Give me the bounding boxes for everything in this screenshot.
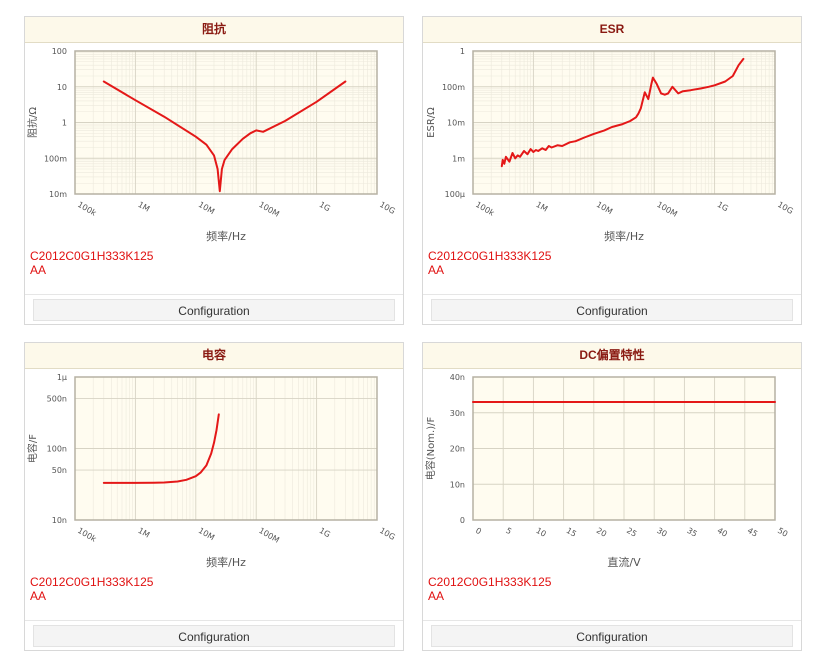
x-tick-label: 1M [534, 200, 549, 214]
x-tick-label: 10M [197, 200, 216, 216]
y-axis-label: 电容/F [26, 434, 39, 463]
x-tick-label: 1M [136, 200, 151, 214]
legend-part-number: C2012C0G1H333K125 [428, 575, 552, 589]
esr-panel: ESR 100k 1M 10M 100M 1G 10G 100μ 1m 10m 100m 1 频率/H… [422, 16, 802, 325]
x-tick-label: 25 [625, 526, 638, 539]
configuration-button[interactable]: Configuration [431, 625, 793, 647]
legend: C2012C0G1H333K125 AA [30, 575, 153, 603]
impedance-chart: 100k 1M 10M 100M 1G 10G 10m 100m 1 10 100 频率/Hz 阻抗/Ω [26, 47, 397, 243]
x-axis-label: 频率/Hz [206, 229, 246, 243]
x-tick-label: 100k [474, 200, 496, 218]
panel-footer: Configuration [423, 620, 801, 652]
y-tick-label: 10 [57, 83, 67, 92]
x-tick-label: 10M [197, 526, 216, 542]
x-tick-label: 0 [474, 526, 483, 536]
x-tick-label: 1G [318, 200, 332, 213]
legend: C2012C0G1H333K125 AA [428, 575, 551, 603]
y-tick-label: 500n [47, 395, 67, 404]
legend: C2012C0G1H333K125 AA [30, 249, 153, 277]
x-tick-label: 100M [257, 526, 281, 545]
series-line [102, 413, 220, 484]
x-tick-label: 100k [76, 200, 98, 218]
legend-part-number: C2012C0G1H333K125 [30, 575, 154, 589]
y-axis-label: 电容(Nom.)/F [424, 417, 437, 481]
x-tick-label: 10G [378, 526, 397, 542]
legend-part-suffix: AA [30, 589, 47, 603]
y-tick-label: 1 [62, 119, 67, 128]
panel-footer: Configuration [423, 294, 801, 326]
plot-frame [472, 376, 776, 521]
plot-frame [74, 50, 378, 195]
y-tick-label: 10m [49, 190, 67, 199]
y-tick-label: 1μ [57, 373, 67, 382]
y-tick-label: 40n [450, 373, 465, 382]
legend-part-number: C2012C0G1H333K125 [30, 249, 154, 263]
panel-title: 电容 [25, 343, 403, 369]
x-tick-label: 30 [655, 526, 668, 539]
dc-bias-chart: 0 5 10 15 20 25 30 35 40 45 50 0 10n 20n 30n 40n 直流/V 电容(… [424, 373, 789, 569]
y-tick-label: 10m [447, 119, 465, 128]
x-tick-label: 1G [716, 200, 730, 213]
panel-footer: Configuration [25, 620, 403, 652]
x-tick-label: 100M [655, 200, 679, 219]
y-tick-label: 30n [450, 409, 465, 418]
legend-part-number: C2012C0G1H333K125 [428, 249, 552, 263]
x-tick-label: 45 [746, 526, 759, 539]
x-tick-label: 1G [318, 526, 332, 539]
y-tick-label: 10n [450, 480, 465, 489]
x-tick-label: 10M [595, 200, 614, 216]
x-axis-label: 频率/Hz [604, 229, 644, 243]
dc-bias-panel: DC偏置特性 0 5 10 15 20 25 30 35 40 45 50 0 10n 20n 30n 40n… [422, 342, 802, 651]
panel-title: DC偏置特性 [423, 343, 801, 369]
series-line [102, 80, 347, 193]
plot-frame [472, 50, 776, 195]
legend-part-suffix: AA [428, 263, 445, 277]
y-tick-label: 100μ [445, 190, 465, 199]
y-axis-label: ESR/Ω [426, 107, 437, 138]
x-tick-label: 100k [76, 526, 98, 544]
y-tick-label: 10n [52, 516, 67, 525]
series-line [500, 57, 745, 168]
panel-title: 阻抗 [25, 17, 403, 43]
capacitance-panel: 电容 100k 1M 10M 100M 1G 10G 10n 50n 100n 500n 1μ 频率/… [24, 342, 404, 651]
y-tick-label: 100 [52, 47, 67, 56]
y-axis-label: 阻抗/Ω [26, 107, 39, 138]
configuration-button[interactable]: Configuration [431, 299, 793, 321]
x-axis-label: 直流/V [607, 555, 641, 569]
y-tick-label: 1 [460, 47, 465, 56]
x-tick-label: 20 [595, 526, 608, 539]
panel-footer: Configuration [25, 294, 403, 326]
x-tick-label: 100M [257, 200, 281, 219]
y-tick-label: 20n [450, 445, 465, 454]
legend: C2012C0G1H333K125 AA [428, 249, 551, 277]
legend-part-suffix: AA [428, 589, 445, 603]
x-tick-label: 1M [136, 526, 151, 540]
configuration-button[interactable]: Configuration [33, 625, 395, 647]
y-tick-label: 100m [442, 83, 465, 92]
plot-frame [74, 376, 378, 521]
x-tick-label: 10G [776, 200, 795, 216]
x-tick-label: 40 [716, 526, 729, 539]
impedance-panel: 阻抗 100k 1M 10M 100M 1G 10G 10m 100m 1 10 100 频率/Hz 阻… [24, 16, 404, 325]
y-tick-label: 1m [452, 154, 465, 163]
x-tick-label: 50 [776, 526, 789, 539]
y-tick-label: 100n [47, 445, 67, 454]
y-tick-label: 100m [44, 154, 67, 163]
x-tick-label: 35 [685, 526, 698, 539]
x-tick-label: 15 [565, 526, 578, 539]
x-tick-label: 10 [534, 526, 547, 539]
y-tick-label: 0 [460, 516, 465, 525]
y-tick-label: 50n [52, 466, 67, 475]
configuration-button[interactable]: Configuration [33, 299, 395, 321]
x-tick-label: 5 [504, 526, 513, 536]
x-axis-label: 频率/Hz [206, 555, 246, 569]
x-tick-label: 10G [378, 200, 397, 216]
esr-chart: 100k 1M 10M 100M 1G 10G 100μ 1m 10m 100m 1 频率/Hz ESR… [426, 47, 795, 243]
capacitance-chart: 100k 1M 10M 100M 1G 10G 10n 50n 100n 500n 1μ 频率/Hz 电… [26, 373, 397, 569]
panel-title: ESR [423, 17, 801, 43]
legend-part-suffix: AA [30, 263, 47, 277]
